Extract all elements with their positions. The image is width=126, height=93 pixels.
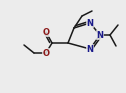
Text: N: N <box>87 19 93 28</box>
Text: O: O <box>42 49 50 57</box>
Text: N: N <box>97 31 103 40</box>
Text: O: O <box>42 28 50 36</box>
Text: N: N <box>87 44 93 53</box>
